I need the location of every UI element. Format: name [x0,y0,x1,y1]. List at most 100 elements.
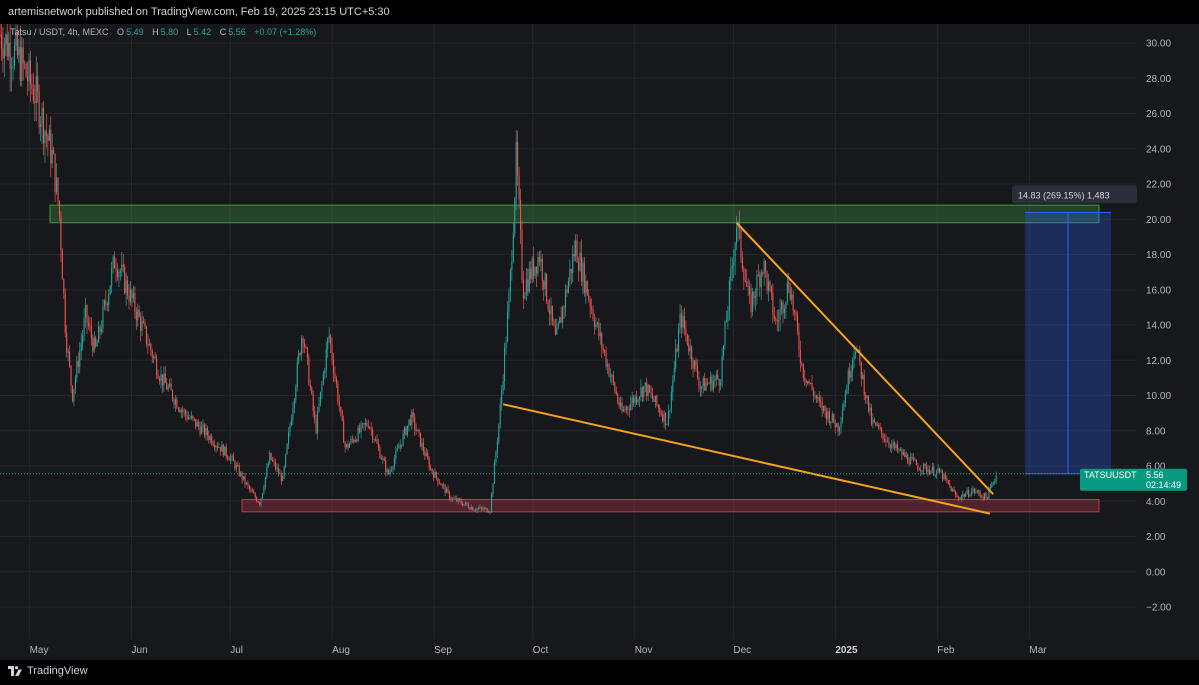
candle-body [686,333,688,345]
time-axis[interactable]: May Jun Jul Aug Sep Oct Nov Dec 2025 Feb Mar [30,645,1048,656]
candle-body [24,63,26,65]
candle-body [469,507,471,510]
candle-body [578,262,580,271]
candle-body [582,262,584,282]
price-tick-label: 20.00 [1146,215,1171,226]
candle-body [5,34,7,45]
candle-body [988,488,990,499]
candle-body [598,322,600,337]
candle-body [334,373,336,378]
candle-body [844,393,846,404]
candle-body [356,439,358,442]
price-axis[interactable]: −2.00 0.00 2.00 4.00 6.00 8.00 10.00 12.00 14.00… [1146,39,1172,614]
candle-body [601,333,603,348]
candle-body [463,504,465,506]
candle-body [93,337,95,352]
candle-body [926,465,928,472]
candle-body [343,420,345,443]
candle-body [934,474,936,476]
candle-body [227,456,229,459]
candle-body [290,419,292,426]
candle-body [904,452,906,457]
measure-label: 14.83 (269.15%) 1,483 [1012,185,1137,204]
candle-body [562,307,564,323]
candle-body [551,305,553,321]
candle-body [224,446,226,456]
candle-body [657,404,659,408]
candle-body [949,483,951,487]
candle-body [322,373,324,384]
candle-body [535,266,538,274]
candle-body [100,328,103,332]
candle-body [943,474,945,480]
candle-body [479,507,481,509]
candle-body [199,426,201,435]
candle-body [528,269,530,292]
candle-body [335,377,337,385]
candle-body [786,282,788,302]
candle-body [525,279,527,296]
candle-body [863,374,865,395]
candle-body [398,447,400,449]
candle-body [567,280,569,293]
candle-body [556,327,558,335]
symbol-title[interactable]: Tatsu / USDT, 4h, MEXC [10,27,109,37]
candle-body [649,385,651,393]
close-value: 5.56 [228,27,246,37]
candle-body [788,282,790,291]
candle-body [392,467,394,470]
candle-body [779,309,781,321]
candle-body [148,343,150,346]
candle-body [464,502,466,505]
candle-body [22,47,24,64]
candle-body [434,471,436,478]
candle-body [456,498,458,502]
price-chart[interactable]: −2.00 0.00 2.00 4.00 6.00 8.00 10.00 12.00 14.00… [0,18,1199,660]
candle-body [140,316,142,331]
candle-body [986,497,988,499]
candle-body [127,280,129,296]
candle-body [425,453,427,457]
candle-body [424,451,426,457]
candle-body [351,438,353,440]
candle-body [359,427,361,433]
candle-body [920,469,922,472]
candle-body [485,508,487,509]
candle-body [414,416,416,430]
candle-body [202,424,204,427]
candle-body [203,424,205,436]
trendlines[interactable] [502,222,994,515]
candle-body [505,341,507,349]
candle-body [63,279,65,294]
candle-body [647,385,649,397]
candle-body [669,410,671,412]
candle-body [219,447,221,452]
candle-body [56,177,58,193]
candle-body [47,135,49,141]
grid [0,24,1137,639]
candle-body [807,381,809,384]
candle-body [218,447,220,448]
candle-body [295,386,297,400]
candle-body [776,319,778,322]
candle-body [520,199,522,230]
measure-label-box [1012,185,1137,204]
candle-body [488,512,490,513]
candle-body [573,254,575,257]
candle-body [709,376,712,384]
measure-tool[interactable] [1025,211,1111,475]
candle-body [928,469,930,474]
candle-body [612,374,614,383]
candle-body [493,462,495,484]
candle-body [286,443,288,455]
candle-body [763,261,765,274]
candle-body [27,76,29,82]
candle-body [67,351,69,353]
tradingview-logo[interactable]: TradingView [8,665,88,677]
candle-body [591,307,593,310]
chart-area[interactable]: −2.00 0.00 2.00 4.00 6.00 8.00 10.00 12.00 14.00… [0,18,1199,660]
candle-body [44,131,46,144]
candle-body [889,445,891,448]
measure-label-text: 14.83 (269.15%) 1,483 [1018,190,1110,200]
lower-trendline [502,403,991,515]
